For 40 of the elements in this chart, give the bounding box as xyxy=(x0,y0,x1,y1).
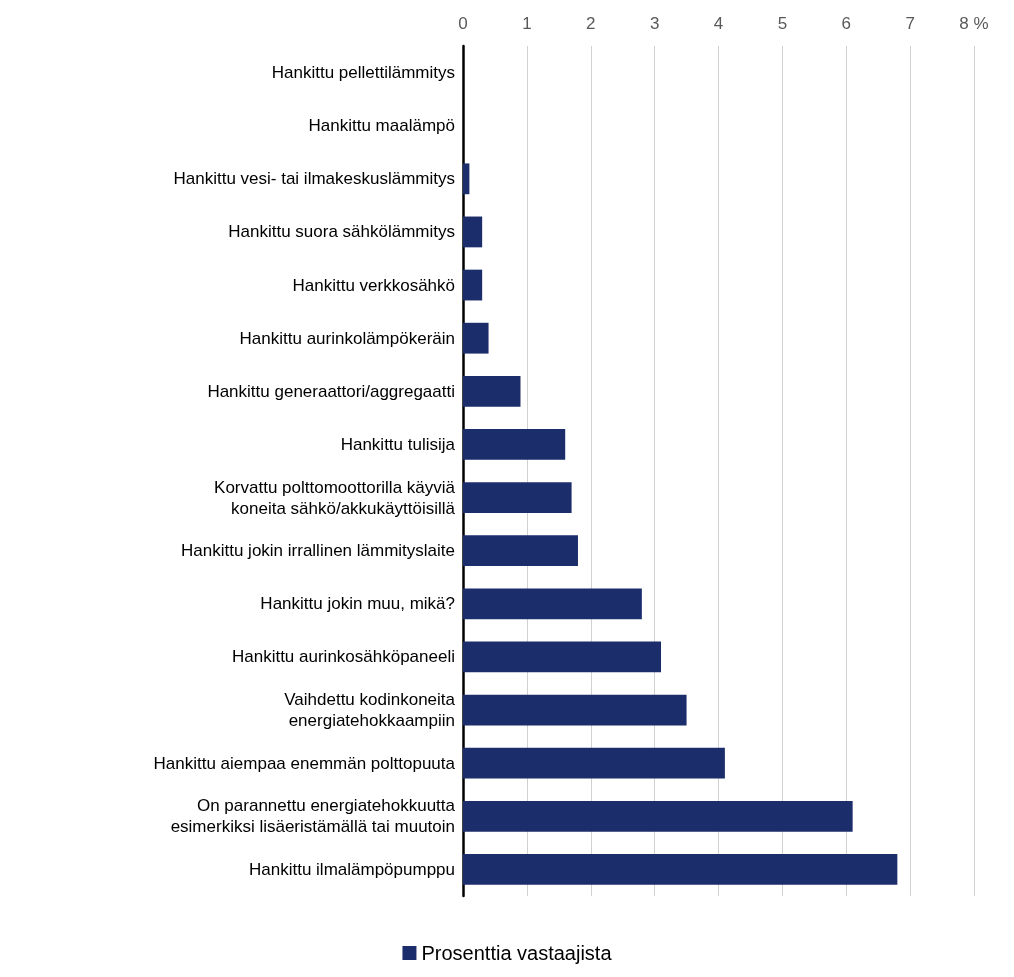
bar xyxy=(463,854,898,885)
y-tick-label: Hankittu jokin irrallinen lämmityslaite xyxy=(181,541,455,561)
x-tick-label: 6 xyxy=(841,14,851,33)
x-tick-label: 3 xyxy=(649,14,660,33)
x-tick-label: 0 xyxy=(458,14,468,33)
y-tick-label: Hankittu verkkosähkö xyxy=(292,275,455,295)
x-tick-label: 8 % xyxy=(959,14,989,33)
bar xyxy=(463,269,483,301)
bar xyxy=(463,375,521,407)
x-tick-label: 2 xyxy=(586,14,596,33)
bar xyxy=(463,535,578,567)
legend-label: Prosenttia vastaajista xyxy=(421,942,613,964)
x-tick-label: 7 xyxy=(905,14,915,33)
y-tick-label: Hankittu suora sähkölämmitys xyxy=(228,222,455,242)
y-tick-label: Hankittu maalämpö xyxy=(308,116,455,136)
y-tick-label: Korvattu polttomoottorilla käyviä koneita sähkö/akkukäyttöisillä xyxy=(214,477,456,518)
bar xyxy=(463,216,483,248)
y-tick-label: Hankittu jokin muu, mikä? xyxy=(260,594,455,614)
bar xyxy=(463,482,572,513)
x-tick-label: 4 xyxy=(713,14,724,33)
y-tick-label: Hankittu generaattori/aggregaatti xyxy=(207,381,455,401)
bar xyxy=(463,429,566,460)
y-tick-label: Hankittu aurinkolämpökeräin xyxy=(239,328,455,348)
bar xyxy=(463,747,725,779)
x-tick-label: 5 xyxy=(777,14,788,33)
bar xyxy=(463,641,662,673)
y-tick-label: Hankittu ilmalämpöpumppu xyxy=(249,859,455,879)
y-tick-label: Vaihdettu kodinkoneita energiatehokkaampiin xyxy=(284,690,456,731)
bar xyxy=(463,588,642,620)
bar xyxy=(463,694,687,726)
y-tick-label: Hankittu aiempaa enemmän polttopuuta xyxy=(153,753,456,773)
y-tick-label: On parannettu energiatehokkuutta esimerkiksi lisäeristämällä tai muutoin xyxy=(170,796,456,837)
bar xyxy=(463,322,489,354)
x-tick-label: 1 xyxy=(522,14,532,33)
y-tick-label: Hankittu aurinkosähköpaneeli xyxy=(231,647,455,667)
bar xyxy=(463,800,853,832)
bar xyxy=(463,163,470,195)
y-tick-label: Hankittu tulisija xyxy=(340,434,456,454)
y-tick-label: Hankittu vesi- tai ilmakeskuslämmitys xyxy=(173,169,455,189)
y-tick-label: Hankittu pellettilämmitys xyxy=(271,63,455,83)
